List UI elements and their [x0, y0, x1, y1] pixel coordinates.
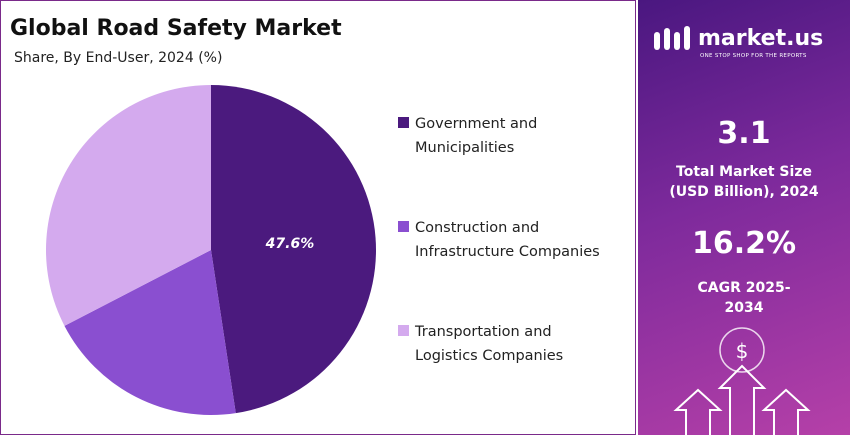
arrows: [673, 364, 811, 435]
stat-label: CAGR 2025-2034: [697, 280, 791, 316]
legend-swatch: [398, 117, 409, 128]
pie-slice: [46, 85, 211, 326]
pie-slice: [64, 250, 236, 415]
legend-swatch: [398, 221, 409, 232]
pie-chart: 47.6%: [46, 85, 376, 415]
side-panel: $ market.us ONE STOP SHOP FOR THE REPORT…: [638, 0, 850, 435]
svg-text:$: $: [736, 339, 749, 363]
legend-item: Construction and Infrastructure Companie…: [398, 216, 630, 264]
legend-label: Construction and Infrastructure Companie…: [415, 220, 600, 260]
legend-label: Transportation and Logistics Companies: [415, 324, 564, 364]
panel-decoration: $: [654, 26, 811, 435]
stat-value: 3.1: [717, 116, 771, 151]
legend-swatch: [398, 325, 409, 336]
data-label: 47.6%: [265, 236, 315, 252]
legend-label: Government and Municipalities: [415, 116, 538, 156]
chart-title: Global Road Safety Market: [10, 16, 342, 41]
tagline: ONE STOP SHOP FOR THE REPORTS: [700, 53, 807, 59]
brand: market.us: [698, 26, 824, 51]
stat-value: 16.2%: [691, 226, 797, 261]
logo-icon: [654, 26, 690, 50]
stat-label: Total Market Size (USD Billion), 2024: [669, 164, 819, 200]
legend-item: Transportation and Logistics Companies: [398, 320, 630, 368]
pie-slice: [211, 85, 376, 414]
legend-item: Government and Municipalities: [398, 112, 630, 160]
chart-subtitle: Share, By End-User, 2024 (%): [14, 50, 223, 66]
